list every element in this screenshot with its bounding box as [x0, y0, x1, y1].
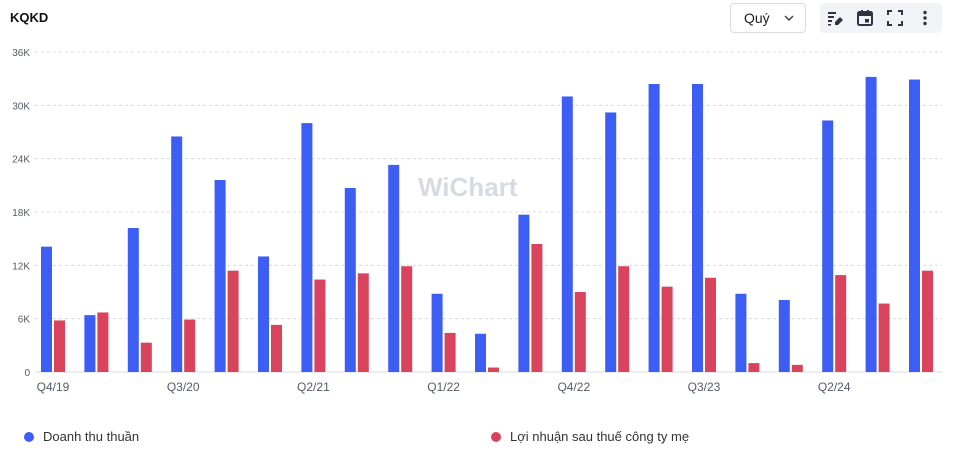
bar-revenue	[822, 120, 834, 372]
bar-revenue	[865, 76, 877, 372]
chart-title: KQKD	[10, 10, 49, 25]
calendar-button[interactable]	[850, 3, 880, 33]
bar-revenue	[301, 123, 313, 372]
legend-dot-revenue	[24, 431, 34, 442]
legend-item-profit[interactable]: Lợi nhuận sau thuế công ty mẹ	[491, 429, 689, 444]
fullscreen-icon	[887, 10, 903, 26]
legend-label-revenue: Doanh thu thuần	[43, 429, 140, 444]
bar-revenue	[388, 164, 400, 372]
bar-profit	[488, 367, 499, 372]
bar-revenue	[648, 84, 660, 372]
bar-revenue	[692, 84, 703, 372]
bar-revenue	[561, 96, 573, 372]
chevron-down-icon	[784, 15, 794, 22]
bar-profit	[574, 292, 586, 372]
legend-dot-profit	[491, 431, 501, 442]
x-tick-label: Q2/21	[297, 380, 330, 394]
x-tick-label: Q3/23	[688, 380, 721, 394]
bar-revenue	[605, 112, 617, 372]
chart-settings-icon	[828, 12, 843, 26]
calendar-icon	[857, 10, 873, 26]
chart-toolbar	[820, 3, 942, 33]
bar-profit	[705, 277, 716, 372]
bar-profit	[748, 363, 760, 372]
y-tick-label: 24K	[12, 155, 30, 166]
bar-profit	[791, 364, 803, 372]
x-tick-label: Q4/22	[557, 380, 590, 394]
bar-profit	[878, 303, 890, 372]
bar-revenue	[127, 228, 139, 372]
y-tick-label: 18K	[12, 208, 30, 219]
bar-profit	[401, 266, 413, 372]
period-select-value: Quý	[744, 10, 770, 26]
x-tick-label: Q4/19	[37, 380, 70, 394]
legend-item-revenue[interactable]: Doanh thu thuần	[24, 429, 139, 444]
bar-chart: 0 6K 12K 18K 24K 30K 36K Q4/19 Q3/20 Q2/21 Q1/22 Q4…	[12, 48, 942, 394]
bar-revenue	[475, 333, 486, 372]
bar-profit	[97, 312, 109, 372]
bar-revenue	[778, 300, 790, 372]
bar-profit	[444, 332, 456, 372]
fullscreen-button[interactable]	[880, 3, 910, 33]
x-tick-label: Q3/20	[167, 380, 200, 394]
more-options-button[interactable]	[910, 3, 940, 33]
period-select[interactable]: Quý	[730, 3, 806, 33]
bar-revenue	[258, 256, 269, 372]
more-vertical-icon	[923, 10, 927, 26]
y-tick-label: 36K	[12, 48, 30, 59]
y-tick-label: 6K	[18, 315, 31, 326]
bar-profit	[54, 320, 65, 372]
bar-profit	[184, 319, 196, 372]
bar-revenue	[344, 188, 356, 372]
y-tick-label: 0	[24, 368, 30, 379]
bar-profit	[531, 244, 543, 372]
x-tick-label: Q1/22	[427, 380, 460, 394]
bar-revenue	[214, 180, 226, 372]
bar-revenue	[909, 79, 920, 373]
bar-profit	[271, 324, 282, 372]
bar-profit	[835, 275, 847, 372]
y-tick-label: 12K	[12, 261, 30, 272]
watermark-logo: WiChart	[418, 172, 518, 202]
bar-profit	[227, 270, 239, 372]
y-tick-label: 30K	[12, 101, 30, 112]
bar-revenue	[735, 293, 747, 372]
bar-profit	[661, 286, 673, 372]
legend-label-profit: Lợi nhuận sau thuế công ty mẹ	[510, 429, 690, 444]
bar-profit	[314, 279, 326, 372]
bar-profit	[618, 266, 630, 372]
bar-revenue	[171, 136, 183, 372]
bar-revenue	[84, 315, 96, 372]
bar-revenue	[41, 246, 52, 372]
bar-revenue	[518, 214, 530, 372]
bar-profit	[357, 273, 369, 372]
x-tick-label: Q2/24	[818, 380, 851, 394]
bar-profit	[140, 342, 152, 372]
chart-settings-button[interactable]	[820, 3, 850, 33]
bar-profit	[922, 270, 933, 372]
bar-revenue	[431, 293, 443, 372]
